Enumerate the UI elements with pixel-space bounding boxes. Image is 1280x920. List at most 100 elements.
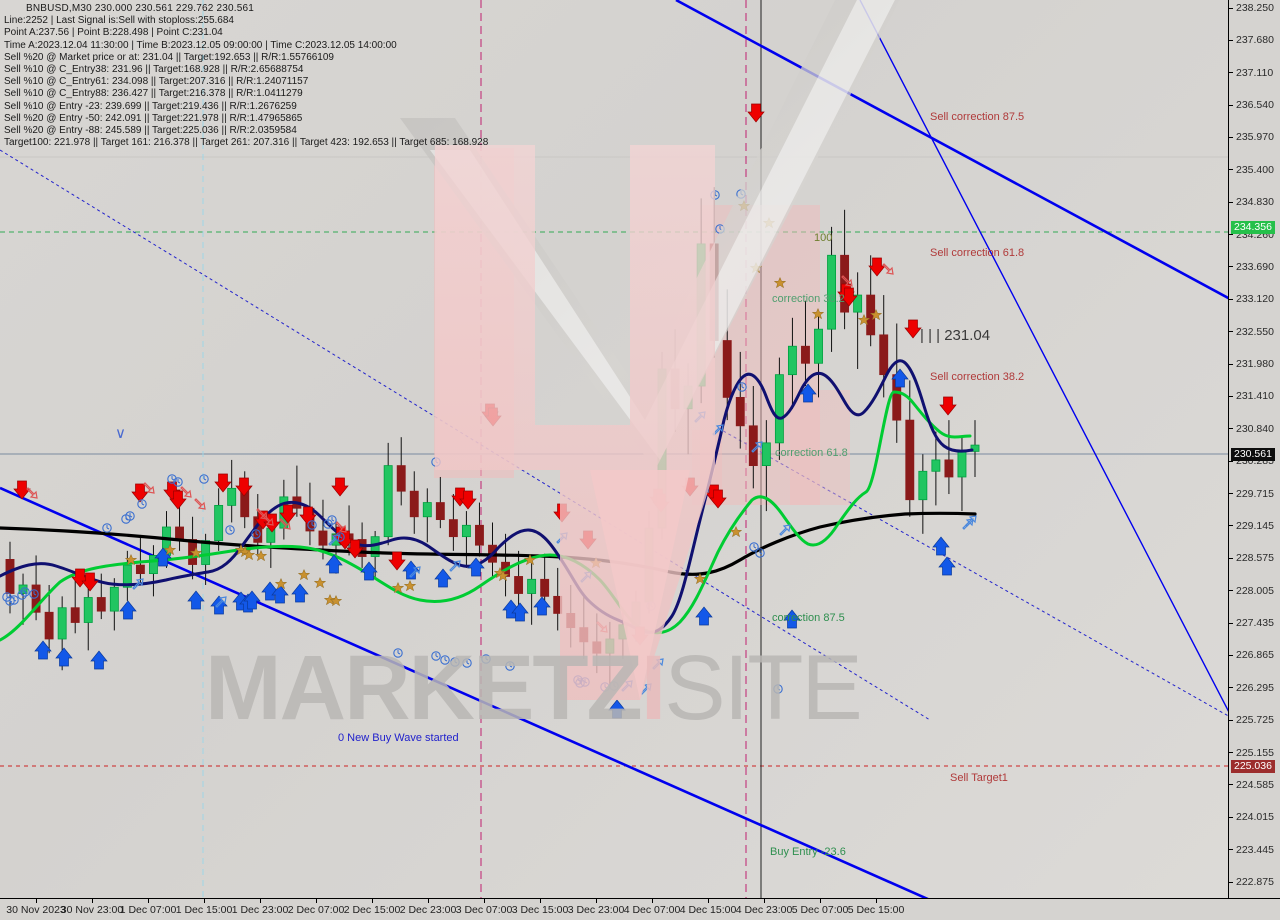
- price-tick: 224.585: [1229, 779, 1280, 791]
- clock-icon-24: [462, 658, 472, 668]
- clock-icon-26: [505, 661, 515, 671]
- buy-arrow-26: [932, 536, 950, 556]
- last-price-tag[interactable]: 230.561: [1231, 448, 1275, 461]
- hollow-up-marker-5: [556, 532, 568, 544]
- price-tick: 233.120: [1229, 293, 1280, 305]
- price-tick: 222.875: [1229, 876, 1280, 888]
- candle-body: [214, 504, 224, 542]
- price-tick: 237.680: [1229, 34, 1280, 46]
- candle-body: [135, 564, 145, 575]
- candle-body: [175, 526, 184, 540]
- annotation-sell-correction-618: Sell correction 61.8: [930, 247, 1025, 259]
- hollow-down-marker-10: [882, 263, 894, 275]
- time-tick-mark: [36, 899, 37, 903]
- sell-arrow-32: [868, 257, 886, 277]
- time-tick-mark: [316, 899, 317, 903]
- price-tick-label: 235.400: [1236, 163, 1274, 176]
- price-tick-label: 223.445: [1236, 843, 1274, 856]
- candle-body: [814, 328, 823, 364]
- candle-body: [527, 578, 537, 594]
- hollow-down-marker-8: [596, 621, 608, 633]
- hollow-down-marker-1: [143, 482, 155, 494]
- candle-body: [475, 524, 484, 546]
- candle-body: [931, 459, 941, 472]
- price-tick: 231.980: [1229, 358, 1280, 370]
- price-tick: 225.725: [1229, 714, 1280, 726]
- annotation-new-buy-wave: 0 New Buy Wave started: [338, 732, 459, 744]
- sell-arrow-34: [939, 396, 957, 416]
- price-tick: 225.155: [1229, 747, 1280, 759]
- time-tick-mark: [484, 899, 485, 903]
- time-tick-label: 30 Nov 2023: [6, 904, 66, 916]
- time-tick-label: 3 Dec 15:00: [511, 904, 569, 916]
- price-tick: 226.865: [1229, 649, 1280, 661]
- price-tick-label: 225.725: [1236, 714, 1274, 727]
- candle-body: [683, 385, 693, 410]
- price-tick-label: 231.980: [1236, 358, 1274, 371]
- candle-body: [5, 559, 15, 594]
- chart-plot-area[interactable]: MARKETZISITE: [0, 0, 1228, 898]
- time-axis[interactable]: 30 Nov 2023 30 Nov 23:00 1 Dec 07:00 1 Dec …: [0, 898, 1280, 920]
- price-axis[interactable]: 238.250 237.680 237.110 236.540 235.970 235.4…: [1228, 0, 1280, 898]
- tick-mark: [1229, 881, 1233, 883]
- annotation-v-marker: ∨: [115, 425, 126, 442]
- candle-body: [122, 564, 132, 588]
- bid-price-tag[interactable]: 234.356: [1231, 221, 1275, 234]
- candle-body: [18, 584, 28, 594]
- time-tick-mark: [652, 899, 653, 903]
- candle-body: [761, 442, 771, 467]
- time-tick-mark: [540, 899, 541, 903]
- sell-arrow-22: [579, 530, 597, 550]
- hollow-up-marker-7: [621, 680, 633, 692]
- time-tick-label: 3 Dec 07:00: [455, 904, 513, 916]
- clock-icon-35: [736, 189, 746, 199]
- time-tick-label: 2 Dec 23:00: [399, 904, 457, 916]
- tick-mark: [1229, 72, 1233, 74]
- candle-body: [435, 502, 445, 521]
- candle-body: [722, 340, 732, 398]
- tick-mark: [1229, 298, 1233, 300]
- candle-body: [605, 638, 615, 654]
- annotation-correction-382: correction 38.2: [772, 293, 845, 305]
- candle-body: [957, 450, 967, 478]
- time-tick-label: 2 Dec 15:00: [343, 904, 401, 916]
- time-tick-label: 4 Dec 15:00: [679, 904, 737, 916]
- annotation-current-price-marker: | | | 231.04: [920, 327, 991, 344]
- tick-mark: [1229, 104, 1233, 106]
- time-tick-mark: [876, 899, 877, 903]
- candle-body: [774, 374, 784, 444]
- candle-body: [735, 396, 745, 427]
- candle-body: [944, 459, 954, 478]
- time-tick-mark: [372, 899, 373, 903]
- price-tick-label: 237.110: [1236, 66, 1274, 79]
- buy-arrow-2: [90, 650, 108, 670]
- candle-body: [383, 465, 393, 538]
- price-tick: 232.550: [1229, 326, 1280, 338]
- sell-target-price-tag[interactable]: 225.036: [1231, 760, 1275, 773]
- time-tick-mark: [204, 899, 205, 903]
- buy-arrow-17: [467, 557, 485, 577]
- tick-mark: [1229, 460, 1233, 462]
- price-tick-label: 238.250: [1236, 2, 1274, 14]
- time-tick-mark: [148, 899, 149, 903]
- buy-arrow-22: [695, 606, 713, 626]
- star-marker-13: [404, 580, 416, 591]
- tick-mark: [1229, 201, 1233, 203]
- price-tick-label: 233.690: [1236, 260, 1274, 273]
- tick-mark: [1229, 687, 1233, 689]
- tick-mark: [1229, 752, 1233, 754]
- sell-arrow-29: [747, 103, 765, 123]
- time-tick-label: 3 Dec 23:00: [567, 904, 625, 916]
- price-tick-label: 229.715: [1236, 487, 1274, 500]
- clock-icon-32: [646, 601, 656, 611]
- clock-icon-9: [137, 499, 147, 509]
- hollow-up-marker-6: [580, 571, 592, 583]
- price-tick-label: 227.435: [1236, 617, 1274, 630]
- buy-arrow-0: [34, 640, 52, 660]
- candle-body: [396, 465, 406, 492]
- candle-body: [461, 524, 471, 538]
- candle-body: [109, 586, 119, 612]
- price-tick: 223.445: [1229, 844, 1280, 856]
- candle-body: [448, 519, 458, 538]
- candle-body: [592, 641, 602, 654]
